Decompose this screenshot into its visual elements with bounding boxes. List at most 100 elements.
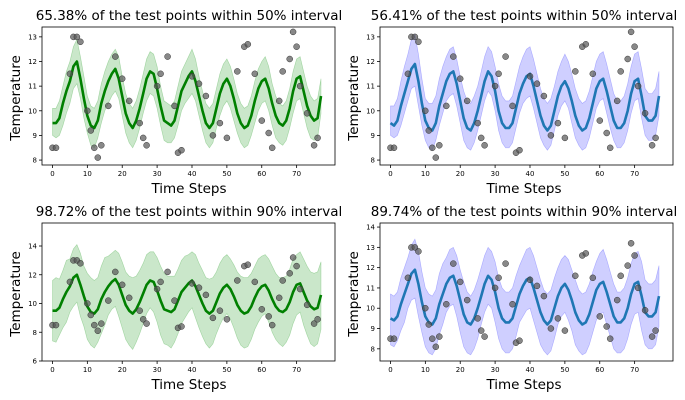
y-tick-label: 10 [28, 300, 37, 308]
test-point [589, 274, 597, 282]
y-tick-label: 9 [371, 325, 375, 333]
test-point [258, 117, 266, 124]
y-axis-label: Temperature [8, 55, 24, 142]
test-point [136, 119, 143, 127]
test-point [547, 132, 555, 139]
test-point [77, 260, 84, 267]
test-point [596, 313, 604, 320]
interval-band [390, 33, 660, 151]
panel-bottom-left: 98.72% of the test points within 90% int… [8, 204, 342, 393]
test-point [91, 321, 98, 329]
test-point [390, 144, 398, 152]
test-point [84, 300, 91, 307]
test-point [91, 144, 98, 152]
x-tick-label: 50 [560, 366, 569, 374]
x-tick-label: 70 [630, 366, 639, 374]
test-point [216, 119, 224, 127]
test-point [631, 43, 638, 50]
x-tick-label: 10 [421, 170, 430, 178]
test-point [624, 262, 631, 269]
test-point [66, 278, 74, 286]
test-point [450, 53, 457, 60]
y-tick-label: 10 [28, 107, 37, 115]
test-point [118, 75, 126, 82]
test-point [171, 297, 178, 304]
test-point [582, 250, 590, 257]
test-point [415, 248, 422, 255]
x-tick-label: 70 [292, 170, 301, 178]
test-point [540, 292, 548, 300]
test-point [516, 337, 523, 344]
test-point [296, 285, 304, 293]
test-point [244, 261, 252, 268]
test-point [202, 291, 210, 299]
y-tick-label: 11 [366, 83, 375, 91]
x-axis-label: Time Steps [485, 377, 561, 393]
test-point [84, 107, 91, 115]
prediction-line [389, 62, 661, 132]
test-point [481, 333, 488, 340]
test-point [139, 134, 147, 142]
axes-frame [41, 222, 336, 362]
test-point [456, 278, 464, 286]
test-point [634, 82, 642, 90]
test-point [94, 154, 102, 161]
y-tick-label: 6 [33, 358, 38, 366]
test-point [561, 134, 569, 142]
test-point [425, 321, 433, 328]
test-point [436, 333, 443, 340]
test-point [268, 321, 276, 329]
x-tick-label: 40 [188, 366, 197, 374]
y-tick-label: 12 [366, 264, 375, 272]
test-point [66, 70, 74, 78]
y-tick-label: 14 [28, 243, 37, 251]
test-point [143, 320, 150, 327]
test-point [617, 272, 624, 280]
x-tick-label: 10 [83, 170, 92, 178]
test-point [251, 70, 259, 78]
chart-title: 56.41% of the test points within 50% int… [371, 8, 678, 24]
test-point [596, 117, 604, 124]
test-point [112, 268, 119, 276]
test-point [516, 146, 523, 154]
test-point [606, 144, 614, 152]
test-point [526, 276, 534, 284]
test-point [509, 300, 516, 308]
test-point [641, 110, 649, 117]
x-tick-label: 10 [83, 366, 92, 374]
test-point [279, 277, 286, 284]
y-tick-label: 13 [28, 33, 37, 41]
test-point [436, 142, 443, 149]
test-point [98, 320, 105, 327]
interval-band [52, 244, 322, 351]
test-point [153, 285, 161, 293]
test-point [303, 110, 311, 117]
test-point [589, 70, 597, 78]
x-tick-label: 0 [388, 366, 392, 374]
x-tick-label: 0 [50, 170, 54, 178]
x-axis-label: Time Steps [485, 181, 561, 197]
y-tick-label: 13 [366, 33, 375, 41]
test-point [244, 41, 252, 48]
test-point [429, 335, 436, 342]
x-tick-label: 50 [222, 170, 231, 178]
test-point [495, 70, 502, 78]
prediction-line [389, 268, 661, 326]
test-point [94, 327, 102, 335]
x-tick-label: 40 [526, 366, 535, 374]
test-point [404, 274, 412, 282]
test-point [139, 316, 147, 323]
test-point [314, 134, 321, 142]
test-point [432, 343, 440, 351]
interval-band [52, 38, 322, 149]
y-tick-label: 11 [28, 83, 37, 91]
test-point [289, 254, 297, 261]
x-tick-label: 20 [456, 170, 465, 178]
x-axis-label: Time Steps [150, 377, 226, 393]
chart-title: 98.72% of the test points within 90% int… [36, 204, 343, 220]
x-tick-label: 20 [118, 170, 127, 178]
x-tick-label: 20 [456, 366, 465, 374]
test-point [463, 97, 471, 105]
test-point [157, 278, 164, 286]
